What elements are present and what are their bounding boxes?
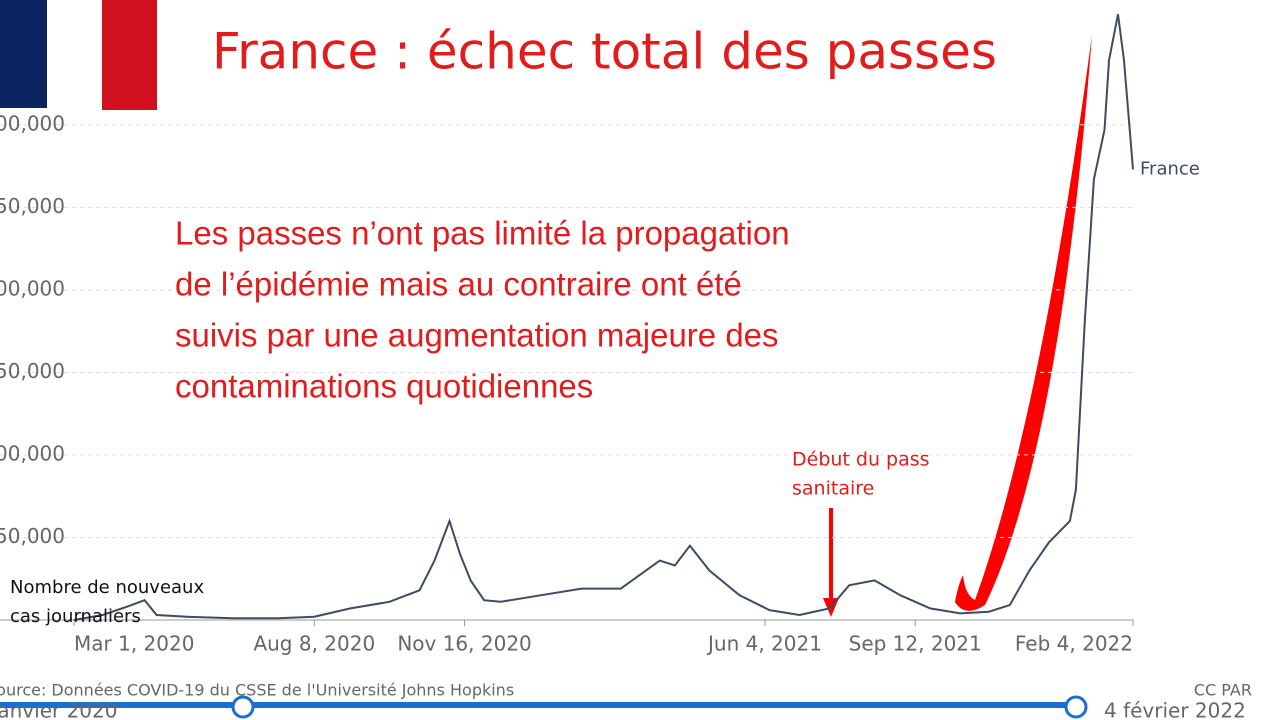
flag-blue (0, 0, 47, 108)
slider-handle-end[interactable] (1064, 695, 1088, 719)
x-tick-label: Jun 4, 2021 (706, 632, 822, 656)
source: Source: Données COVID-19 du CSSE de l'Un… (0, 681, 514, 700)
range-end: 4 février 2022 (1104, 699, 1246, 720)
annotation-line: Les passes n’ont pas limité la propagati… (175, 215, 790, 252)
x-tick-label: Aug 8, 2020 (253, 632, 375, 656)
annotation-line: contaminations quotidiennes (175, 368, 593, 405)
x-tick-label: Nov 16, 2020 (397, 632, 531, 656)
x-tick-label: Mar 1, 2020 (74, 632, 194, 656)
flag-red (102, 0, 157, 110)
y-axis-label: Nombre de nouveaux (10, 577, 204, 598)
flag-white (47, 0, 102, 108)
y-tick-label: 100,000 (0, 441, 65, 465)
slider-handle-start[interactable] (231, 695, 255, 719)
y-tick-label: 50,000 (0, 524, 65, 548)
annotation-line: de l’épidémie mais au contraire ont été (175, 266, 742, 303)
pass-note: Début du pass (792, 449, 930, 471)
series-line (73, 14, 1134, 621)
title: France : échec total des passes (212, 23, 997, 81)
y-tick-label: 200,000 (0, 276, 65, 300)
series-label: France (1140, 158, 1200, 179)
x-tick-label: Sep 12, 2021 (849, 632, 982, 656)
annotation-line: suivis par une augmentation majeure des (175, 317, 779, 354)
big-red-arrow (955, 35, 1092, 611)
pass-note: sanitaire (792, 478, 874, 500)
y-axis-label: cas journaliers (10, 606, 141, 627)
y-tick-label: 250,000 (0, 194, 65, 218)
annotation: Les passes n’ont pas limité la propagati… (175, 215, 790, 405)
y-tick-label: 150,000 (0, 359, 65, 383)
x-tick-label: Feb 4, 2022 (1015, 632, 1133, 656)
y-tick-label: 300,000 (0, 111, 65, 135)
license: CC PAR (1194, 681, 1252, 700)
range-start: 29 janvier 2020 (0, 699, 117, 720)
